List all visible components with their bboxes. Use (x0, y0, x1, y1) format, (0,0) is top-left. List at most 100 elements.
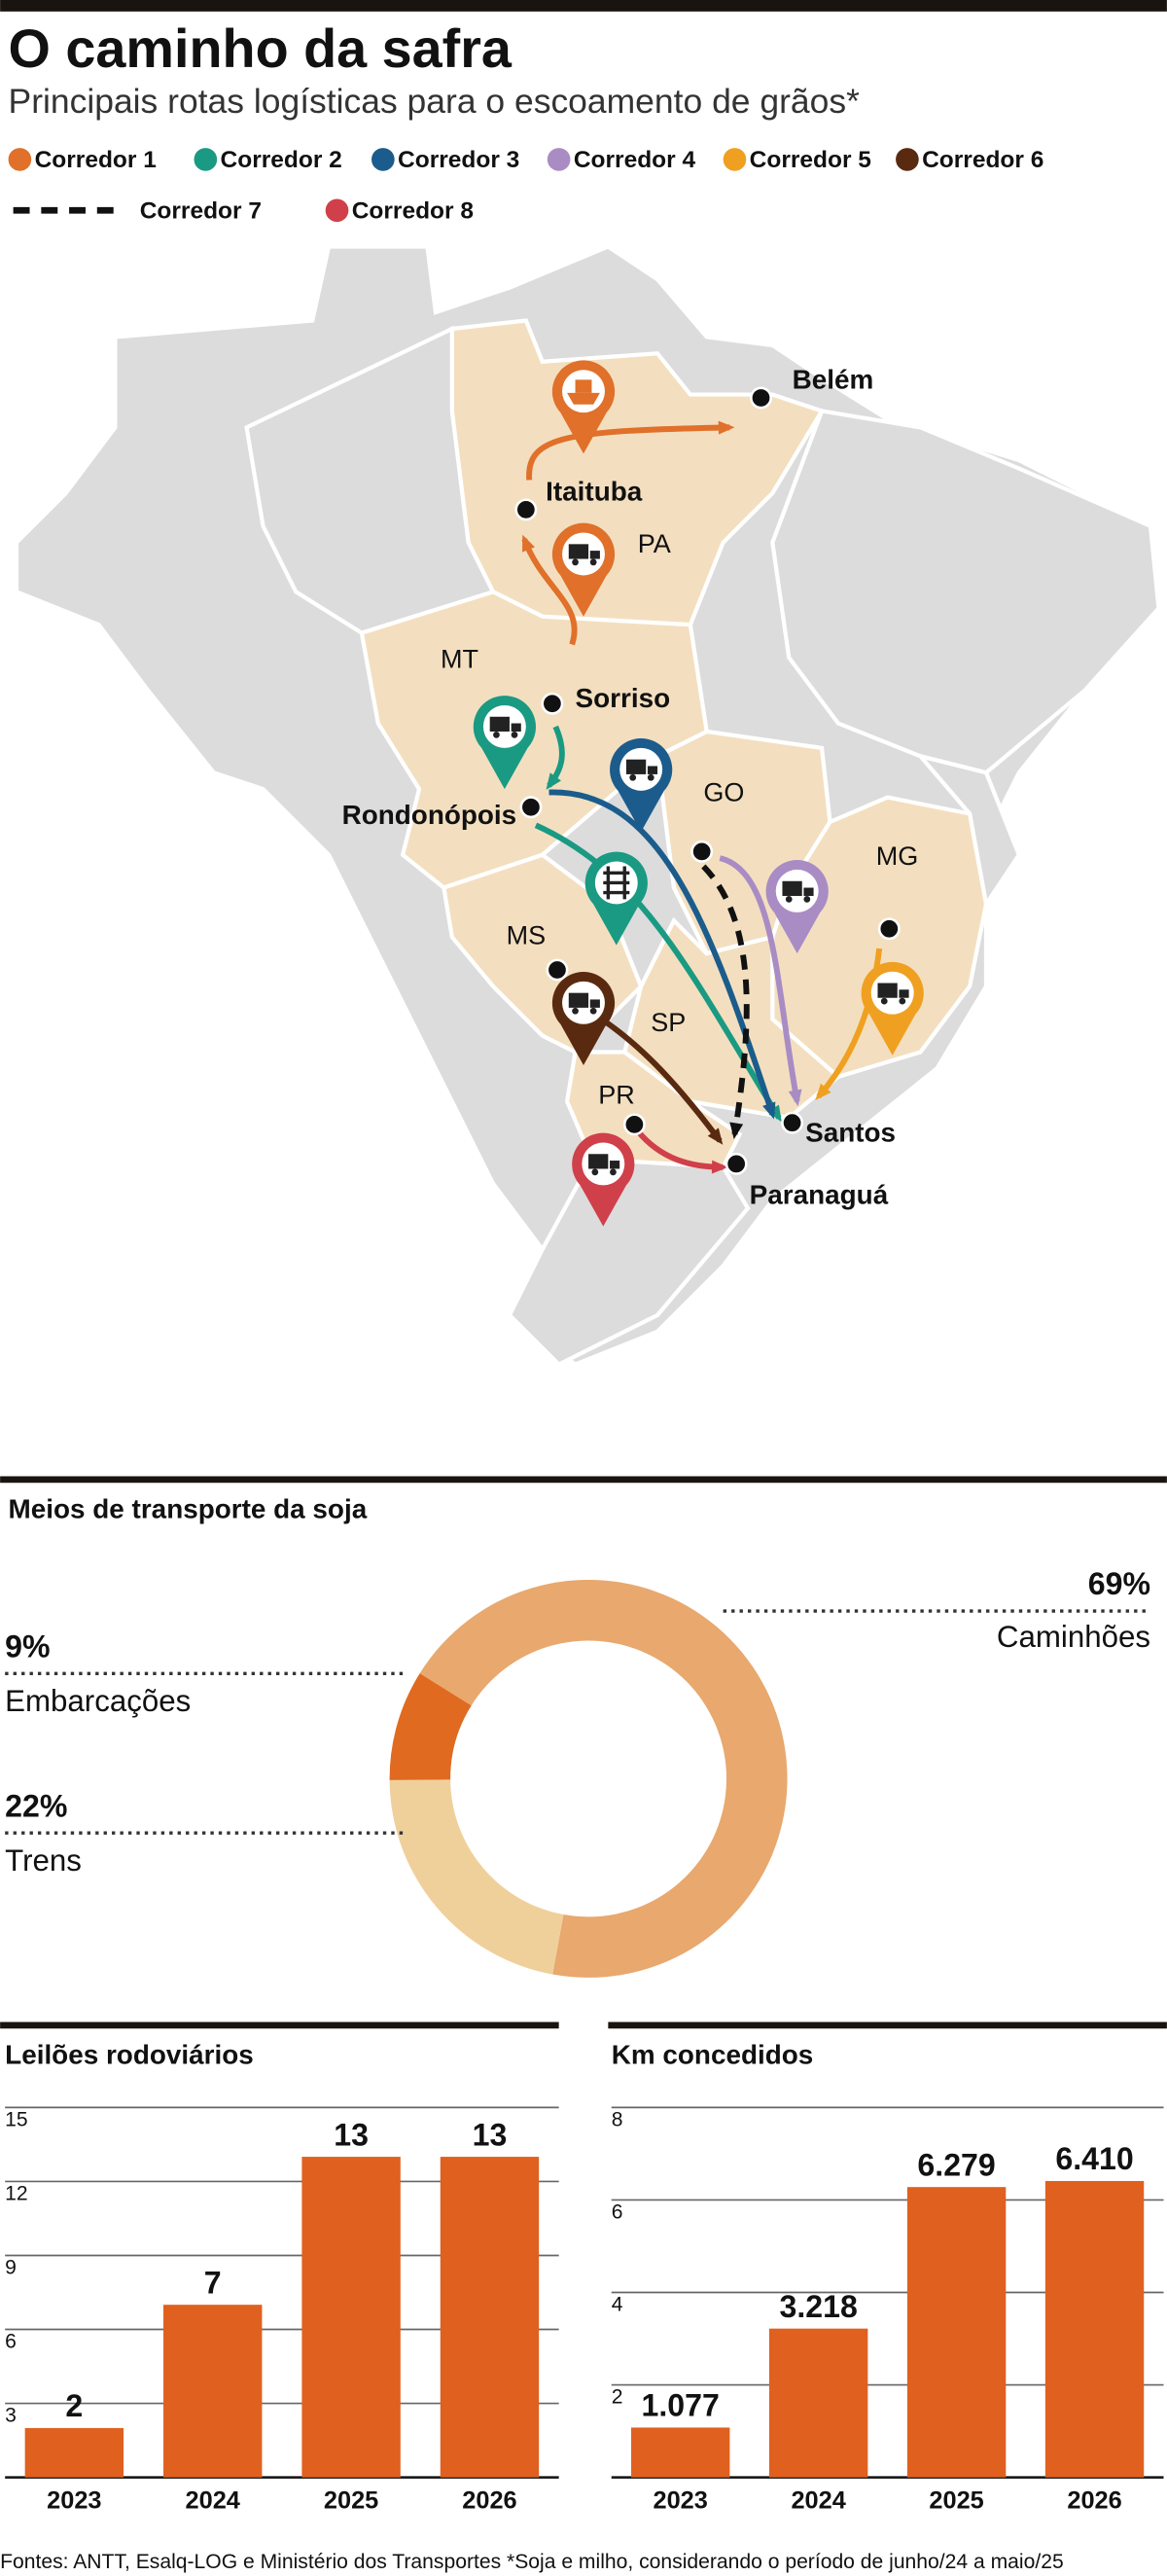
state-label: MT (441, 644, 478, 673)
bar (301, 2157, 401, 2478)
bar (631, 2427, 730, 2478)
truck-icon (589, 558, 597, 566)
legend-label: Corredor 3 (398, 147, 519, 173)
truck-icon (589, 999, 600, 1008)
y-tick-label: 6 (5, 2331, 17, 2353)
x-tick-label: 2025 (324, 2487, 378, 2515)
bar-value-label: 6.410 (1055, 2141, 1133, 2176)
region (770, 409, 1161, 775)
legend-label: Corredor 8 (352, 197, 474, 224)
truck-icon (647, 773, 654, 781)
bar (768, 2328, 868, 2478)
bar-value-label: 2 (65, 2388, 83, 2423)
map-pin (551, 971, 616, 1066)
truck-icon (629, 773, 637, 781)
x-tick-label: 2023 (47, 2487, 101, 2515)
route-arrowhead (762, 1101, 776, 1120)
map-pin (473, 696, 536, 790)
bar (906, 2187, 1007, 2478)
truck-icon (899, 989, 909, 998)
state-label: GO (703, 777, 744, 806)
y-tick-label: 3 (5, 2405, 17, 2427)
bar-value-label: 13 (473, 2117, 508, 2152)
truck-icon (782, 880, 802, 896)
state-label: MS (507, 920, 547, 949)
y-tick-label: 8 (612, 2108, 623, 2130)
x-tick-label: 2024 (791, 2487, 845, 2515)
bar-value-label: 13 (334, 2117, 369, 2152)
route-arrowhead (546, 772, 561, 790)
state-label: PA (638, 529, 671, 558)
truck-icon (572, 558, 579, 566)
map-pin (572, 1132, 635, 1227)
ship-icon (575, 379, 592, 393)
truck-icon (625, 759, 647, 774)
chart-title: Km concedidos (612, 2039, 814, 2069)
ship-icon (567, 392, 600, 405)
legend-label: Corredor 6 (922, 147, 1043, 173)
bar-value-label: 6.279 (917, 2147, 995, 2182)
legend-swatch (194, 148, 218, 171)
truck-icon (511, 723, 521, 732)
y-tick-label: 12 (5, 2183, 27, 2205)
truck-icon (511, 731, 518, 738)
city-label: Rondonópois (342, 800, 517, 830)
y-tick-label: 9 (5, 2257, 17, 2279)
bar (1044, 2180, 1145, 2478)
truck-icon (877, 983, 898, 998)
truck-icon (610, 1168, 617, 1176)
city-dot (514, 498, 538, 521)
origin-dot (690, 840, 714, 863)
legend-label: Corredor 4 (574, 147, 696, 173)
route-arrowhead (815, 1083, 831, 1100)
map-pin (861, 961, 924, 1055)
title: O caminho da safra (9, 18, 513, 79)
rail-icon (603, 866, 630, 900)
route-arrowhead (522, 534, 535, 553)
city-label: Sorriso (576, 683, 671, 713)
legend-label: Corredor 5 (750, 147, 871, 173)
legend-swatch (896, 148, 919, 171)
origin-dot (877, 917, 901, 941)
map-pin (610, 738, 673, 833)
truck-icon (647, 766, 658, 774)
state-label: SP (651, 1008, 686, 1037)
route (701, 864, 750, 1135)
truck-icon (880, 997, 888, 1005)
route-arrowhead (788, 1089, 802, 1107)
bar (24, 2427, 124, 2478)
y-tick-label: 2 (612, 2386, 623, 2409)
map-pin (584, 851, 648, 946)
map-pin (551, 360, 616, 454)
y-tick-label: 6 (612, 2201, 623, 2224)
route-arrowhead (711, 1160, 728, 1174)
chart-title: Meios de transporte da soja (9, 1493, 368, 1523)
y-tick-label: 4 (612, 2294, 623, 2316)
region (507, 1157, 751, 1368)
state-shape (359, 590, 710, 890)
city-dot (781, 1111, 804, 1134)
city-dot (725, 1153, 748, 1175)
region (914, 752, 1022, 910)
truck-icon (803, 887, 814, 896)
map: Belém Itaituba Sorriso Rondonópois Santos Par… (14, 244, 1161, 1368)
legend-swatch (371, 148, 395, 171)
truck-icon (568, 992, 589, 1008)
route (521, 538, 578, 646)
legend-swatch (325, 198, 349, 223)
truck-icon (610, 1161, 620, 1169)
city-label: Belém (793, 364, 874, 394)
bar (440, 2157, 540, 2478)
x-tick-label: 2026 (462, 2487, 516, 2515)
city-dot (519, 796, 543, 819)
legend-swatch (547, 148, 571, 171)
truck-icon (803, 895, 811, 903)
slice-label: Embarcações (5, 1684, 191, 1718)
bar-value-label: 1.077 (642, 2388, 720, 2423)
x-tick-label: 2023 (654, 2487, 708, 2515)
slice-label: Caminhões (997, 1620, 1150, 1654)
map-pin (765, 860, 829, 954)
origin-dot (622, 1113, 646, 1136)
